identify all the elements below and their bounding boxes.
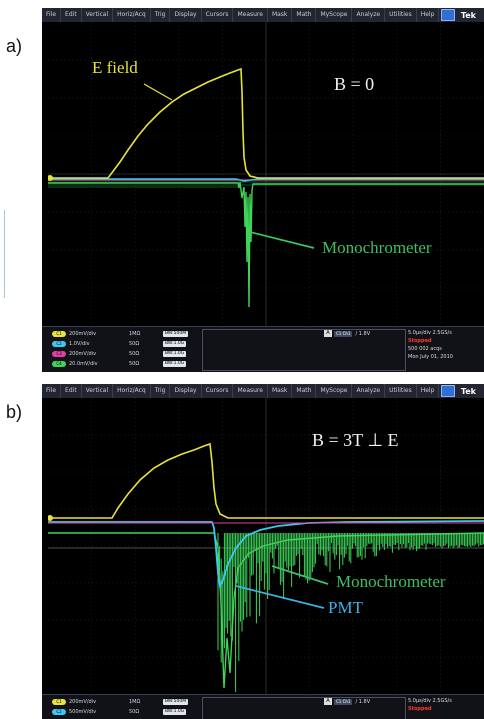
menu-item-trig[interactable]: Trig <box>151 8 171 22</box>
menu-item-edit[interactable]: Edit <box>61 384 82 398</box>
channel-impedance: 50Ω <box>129 361 140 367</box>
channel-scale: 200mV/div <box>69 351 97 357</box>
panel-b-label: b) <box>6 402 23 422</box>
channel-scale: 1.0V/div <box>69 341 90 347</box>
menu-item-mask[interactable]: Mask <box>268 384 293 398</box>
status-bar-a: C1 200mV/div 1MΩ BW:500M C2 1.0V/div 50Ω BW:1.0… <box>42 326 484 372</box>
channel-readout-c4[interactable]: C4 20.0mV/div 50Ω BW:1.0G <box>52 360 187 368</box>
waveform-display-b[interactable]: B = 3T ⊥ E Monochrometer PMT <box>48 398 484 694</box>
channel-tag[interactable]: C1 <box>52 331 66 337</box>
channel-readout-c1[interactable]: C1 200mV/div 1MΩ BW:500M <box>52 698 189 706</box>
menu-item-mask[interactable]: Mask <box>268 8 293 22</box>
channel-scale: 20.0mV/div <box>69 361 98 367</box>
b-condition-annotation-a: B = 0 <box>334 74 375 94</box>
monochrometer-annotation-a: Monochrometer <box>322 238 432 257</box>
menu-item-analyze[interactable]: Analyze <box>352 384 386 398</box>
channel-scale: 200mV/div <box>69 331 97 337</box>
channel-bandwidth: BW:1.0G <box>163 361 187 367</box>
channel-tag[interactable]: C4 <box>52 361 66 367</box>
channel-tag[interactable]: C1 <box>52 699 66 705</box>
menu-item-horiz-acq[interactable]: Horiz/Acq <box>113 384 151 398</box>
channel-readout-c2[interactable]: C2 500mV/div 50Ω BW:1.0G <box>52 708 187 716</box>
menu-item-display[interactable]: Display <box>170 384 202 398</box>
channel-tag[interactable]: C2 <box>52 341 66 347</box>
menu-item-measure[interactable]: Measure <box>233 8 268 22</box>
menu-item-myscope[interactable]: MyScope <box>316 384 353 398</box>
trigger-readout-a: A C1 Ch1 / 1.8V <box>324 330 370 337</box>
menu-item-trig[interactable]: Trig <box>151 384 171 398</box>
menu-bar-b: File Edit Vertical Horiz/Acq Trig Display Curs… <box>42 384 484 398</box>
oscilloscope-window-a: File Edit Vertical Horiz/Acq Trig Display Curs… <box>42 8 484 372</box>
status-bar-b: C1 200mV/div 1MΩ BW:500M C2 500mV/div 50Ω BW:1.… <box>42 694 484 719</box>
menu-item-myscope[interactable]: MyScope <box>316 8 353 22</box>
monochrometer-trace-b <box>217 533 484 692</box>
channel-readout-c2[interactable]: C2 1.0V/div 50Ω BW:1.0G <box>52 340 187 348</box>
menu-item-file[interactable]: File <box>42 384 62 398</box>
channel-impedance: 50Ω <box>129 341 140 347</box>
channel-bandwidth: BW:1.0G <box>163 351 187 357</box>
channel-impedance: 50Ω <box>129 351 140 357</box>
channel-scale: 500mV/div <box>69 709 97 715</box>
acquisition-readout-a: 5.0µs/div 2.5GS/s Stopped 500 002 acqs M… <box>408 330 453 360</box>
menu-item-utilities[interactable]: Utilities <box>385 384 417 398</box>
channel-impedance: 1MΩ <box>129 331 141 337</box>
oscilloscope-window-b: File Edit Vertical Horiz/Acq Trig Display Curs… <box>42 384 484 719</box>
channel-readout-c3[interactable]: C3 200mV/div 50Ω BW:1.0G <box>52 350 187 358</box>
menu-item-edit[interactable]: Edit <box>61 8 82 22</box>
pmt-trace-a <box>48 178 484 182</box>
menu-item-cursors[interactable]: Cursors <box>202 8 234 22</box>
menu-item-vertical[interactable]: Vertical <box>82 8 114 22</box>
channel-bandwidth: BW:500M <box>163 331 189 337</box>
e-field-trace-a <box>48 67 484 179</box>
acquisition-readout-b: 5.0µs/div 2.5GS/s Stopped <box>408 698 452 712</box>
channel-impedance: 1MΩ <box>129 699 141 705</box>
waveform-graticule-b <box>48 398 484 694</box>
channel-impedance: 50Ω <box>129 709 140 715</box>
b-condition-annotation-b: B = 3T ⊥ E <box>312 430 399 450</box>
menu-item-analyze[interactable]: Analyze <box>352 8 386 22</box>
brand-logo: Tek <box>460 386 476 396</box>
menu-item-cursors[interactable]: Cursors <box>202 384 234 398</box>
waveform-graticule-a <box>48 22 484 326</box>
channel-bandwidth: BW:1.0G <box>163 341 187 347</box>
brand-logo: Tek <box>460 10 476 20</box>
menu-item-help[interactable]: Help <box>417 8 440 22</box>
help-icon[interactable] <box>441 385 456 397</box>
channel-scale: 200mV/div <box>69 699 97 705</box>
menu-item-math[interactable]: Math <box>292 384 317 398</box>
menu-item-vertical[interactable]: Vertical <box>82 384 114 398</box>
waveform-display-a[interactable]: E field B = 0 Monochrometer <box>48 22 484 326</box>
e-field-trace-b <box>48 442 484 519</box>
e-field-annotation: E field <box>92 58 138 77</box>
channel-tag[interactable]: C2 <box>52 709 66 715</box>
trigger-readout-b: A C1 Ch1 / 1.8V <box>324 698 370 705</box>
channel-bandwidth: BW:500M <box>163 699 189 705</box>
menu-item-utilities[interactable]: Utilities <box>385 8 417 22</box>
menu-item-measure[interactable]: Measure <box>233 384 268 398</box>
pmt-annotation: PMT <box>328 598 363 617</box>
pmt-trace-b <box>48 520 484 589</box>
menu-item-file[interactable]: File <box>42 8 62 22</box>
menu-item-math[interactable]: Math <box>292 8 317 22</box>
channel-tag[interactable]: C3 <box>52 351 66 357</box>
panel-a-label: a) <box>6 36 23 56</box>
monochrometer-annotation-b: Monochrometer <box>336 572 446 591</box>
menu-item-help[interactable]: Help <box>417 384 440 398</box>
margin-mark <box>4 210 5 298</box>
menu-bar-a: File Edit Vertical Horiz/Acq Trig Display Curs… <box>42 8 484 22</box>
help-icon[interactable] <box>441 9 456 21</box>
channel-readout-c1[interactable]: C1 200mV/div 1MΩ BW:500M <box>52 330 189 338</box>
menu-item-display[interactable]: Display <box>170 8 202 22</box>
menu-item-horiz-acq[interactable]: Horiz/Acq <box>113 8 151 22</box>
channel-bandwidth: BW:1.0G <box>163 709 187 715</box>
